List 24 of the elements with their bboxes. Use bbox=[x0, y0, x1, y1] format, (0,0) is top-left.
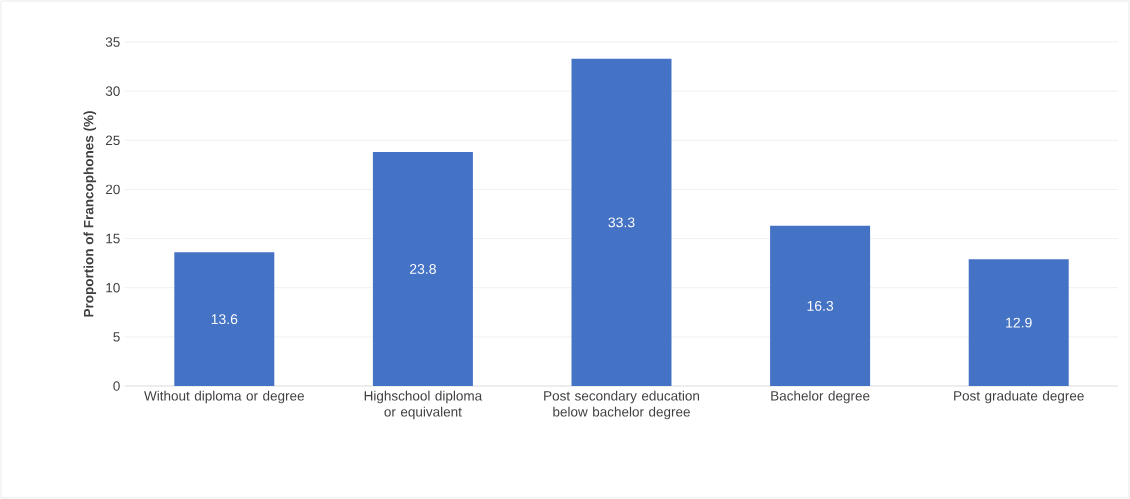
y-tick-label: 20 bbox=[105, 184, 120, 195]
y-tick-label: 30 bbox=[105, 86, 120, 96]
data-label: 12.9 bbox=[1006, 317, 1032, 328]
y-tick-label: 10 bbox=[106, 282, 120, 293]
bar bbox=[968, 259, 1069, 386]
x-tick-label: Highschool diploma or equivalent bbox=[364, 390, 483, 420]
x-tick-label: Post graduate degree bbox=[954, 390, 1084, 404]
y-tick-label: 35 bbox=[105, 37, 120, 47]
data-label: 33.3 bbox=[608, 217, 635, 228]
y-tick-label: 25 bbox=[105, 135, 120, 146]
bar bbox=[571, 58, 672, 386]
y-tick-label: 5 bbox=[113, 332, 120, 342]
bar bbox=[770, 225, 871, 386]
data-label: 13.6 bbox=[211, 314, 238, 325]
x-tick-label: Post secondary education below bachelor degree bbox=[544, 390, 700, 420]
data-label: 23.8 bbox=[409, 264, 436, 274]
y-tick-label: 15 bbox=[106, 233, 120, 244]
x-tick-label: Bachelor degree bbox=[771, 390, 870, 404]
bar bbox=[372, 152, 473, 386]
y-axis-title: Proportion of Francophones (%) bbox=[83, 111, 97, 317]
data-label: 16.3 bbox=[807, 300, 834, 311]
bar bbox=[174, 252, 275, 386]
y-tick-label: 0 bbox=[113, 381, 120, 391]
x-tick-label: Without diploma or degree bbox=[144, 390, 304, 404]
